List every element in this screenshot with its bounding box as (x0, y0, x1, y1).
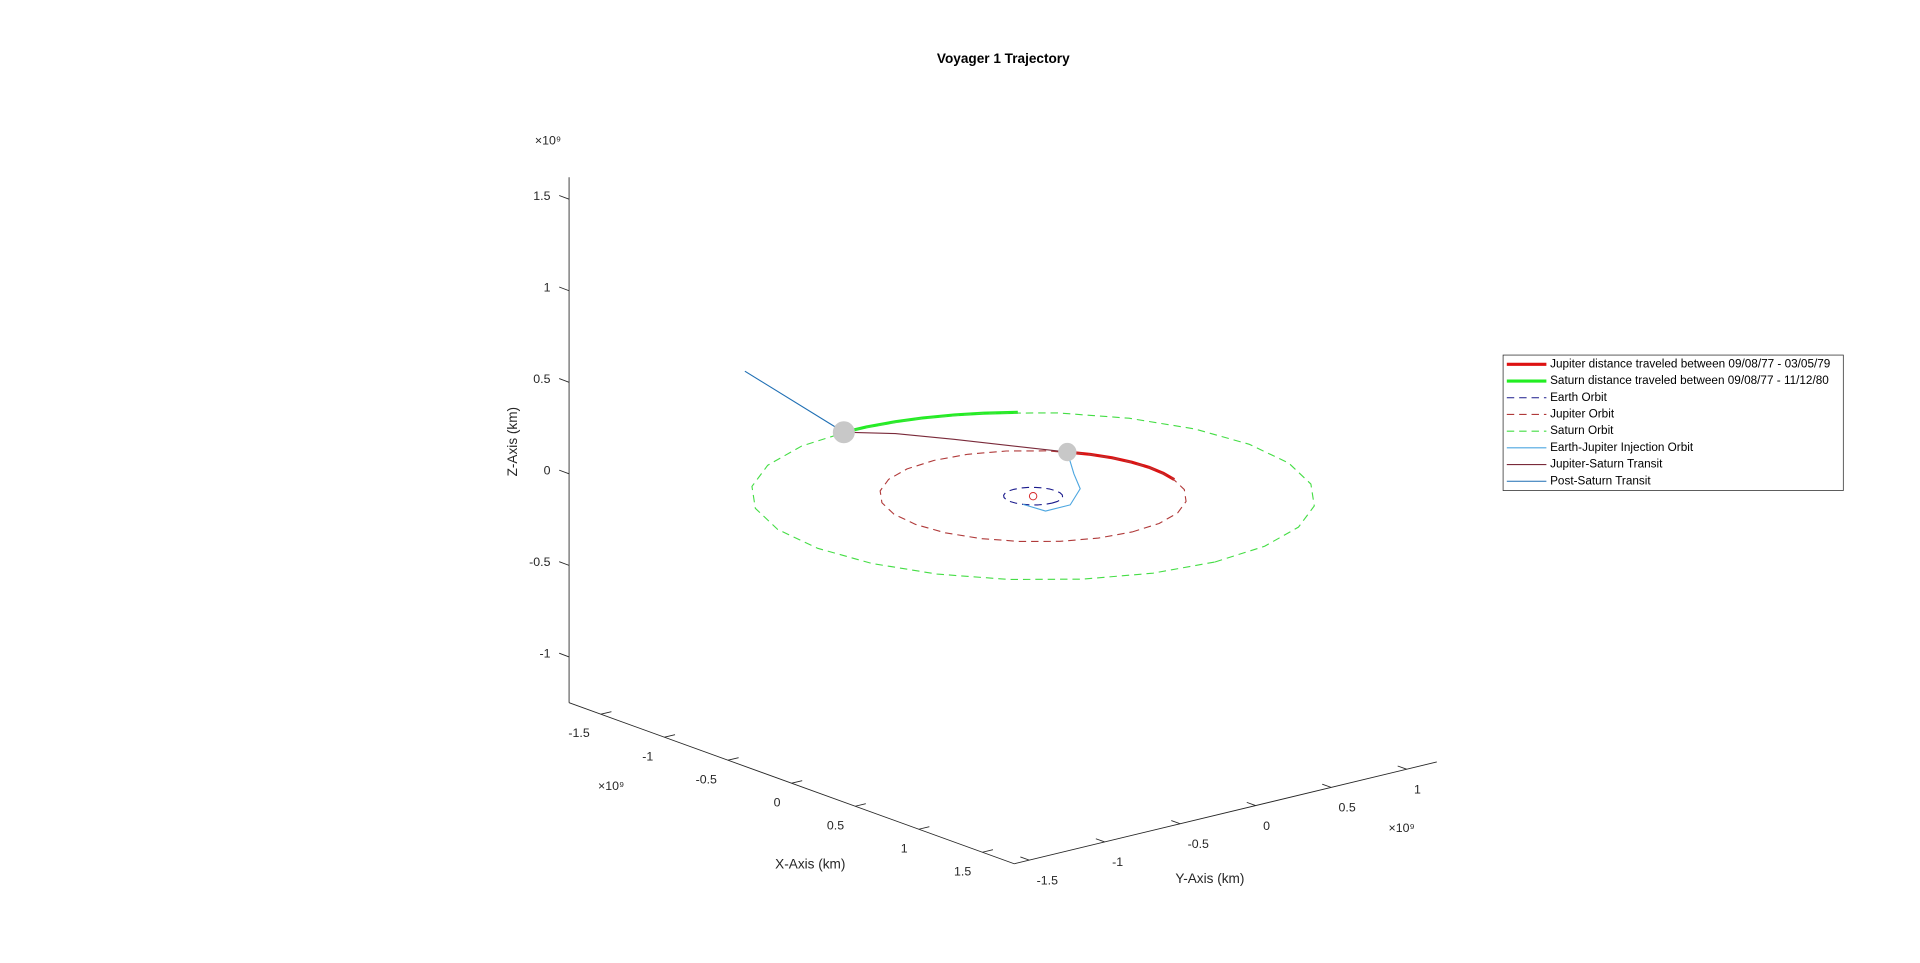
y-axis-label: Y-Axis (km) (1175, 871, 1244, 886)
legend-label: Post-Saturn Transit (1550, 474, 1651, 487)
x-tick (727, 757, 739, 761)
y-tick (1171, 820, 1181, 825)
z-tick-label: -0.5 (529, 555, 550, 569)
marker (1058, 442, 1077, 462)
z-tick-label: 1 (544, 281, 551, 295)
legend-label: Jupiter Orbit (1550, 408, 1615, 421)
y-multiplier: ×10⁹ (1389, 821, 1415, 835)
series-line (879, 450, 1187, 543)
series-line (751, 412, 1315, 581)
z-tick (559, 561, 570, 566)
legend: Jupiter distance traveled between 09/08/… (1502, 354, 1844, 491)
series-line (843, 431, 1068, 453)
legend-label: Jupiter distance traveled between 09/08/… (1550, 357, 1830, 370)
series-line (744, 370, 845, 433)
y-tick (1095, 838, 1105, 843)
y-tick-label: 1 (1414, 782, 1421, 796)
y-axis (1014, 761, 1437, 865)
z-tick (559, 378, 570, 383)
legend-label: Saturn Orbit (1550, 424, 1614, 437)
z-tick (559, 286, 570, 292)
x-tick (664, 734, 676, 738)
y-tick-label: 0.5 (1339, 801, 1356, 815)
x-tick-label: -1.5 (568, 726, 589, 740)
x-tick (918, 826, 930, 830)
z-tick (559, 469, 570, 475)
y-tick (1246, 801, 1256, 806)
z-axis-label: Z-Axis (km) (505, 407, 520, 476)
z-tick-label: 0 (544, 464, 551, 478)
legend-label: Jupiter-Saturn Transit (1550, 458, 1663, 471)
x-tick-label: 1.5 (954, 864, 971, 878)
y-tick (1397, 765, 1407, 770)
legend-box (1502, 354, 1844, 491)
marker (832, 421, 855, 444)
legend-label: Earth-Jupiter Injection Orbit (1550, 441, 1694, 454)
y-tick-label: -1.5 (1037, 873, 1058, 887)
series-line (1003, 486, 1064, 506)
z-multiplier: ×10⁹ (535, 133, 561, 147)
z-tick-label: 1.5 (533, 189, 550, 203)
x-tick (982, 849, 994, 853)
y-tick (1322, 783, 1332, 788)
series-line (1022, 451, 1081, 512)
x-tick-label: -1 (642, 749, 653, 763)
chart-title: Voyager 1 Trajectory (937, 51, 1070, 66)
x-axis (568, 702, 1015, 865)
z-tick-label: 0.5 (533, 372, 550, 386)
y-tick-label: -0.5 (1188, 837, 1209, 851)
z-tick (559, 195, 570, 200)
x-tick-label: 1 (901, 841, 908, 855)
x-multiplier: ×10⁹ (598, 779, 624, 793)
y-tick-label: -1 (1112, 855, 1123, 869)
x-tick-label: 0 (774, 795, 781, 809)
legend-label: Earth Orbit (1550, 391, 1608, 404)
marker (1028, 491, 1038, 501)
x-tick (600, 711, 612, 715)
legend-label: Saturn distance traveled between 09/08/7… (1550, 374, 1829, 387)
y-tick-label: 0 (1263, 819, 1270, 833)
x-tick-label: 0.5 (827, 818, 844, 832)
x-tick-label: -0.5 (696, 772, 717, 786)
x-tick (791, 780, 803, 784)
x-axis-label: X-Axis (km) (775, 856, 845, 871)
x-tick (855, 803, 866, 807)
z-tick-label: -1 (540, 647, 551, 661)
z-tick (559, 652, 570, 658)
y-tick (1020, 856, 1030, 861)
